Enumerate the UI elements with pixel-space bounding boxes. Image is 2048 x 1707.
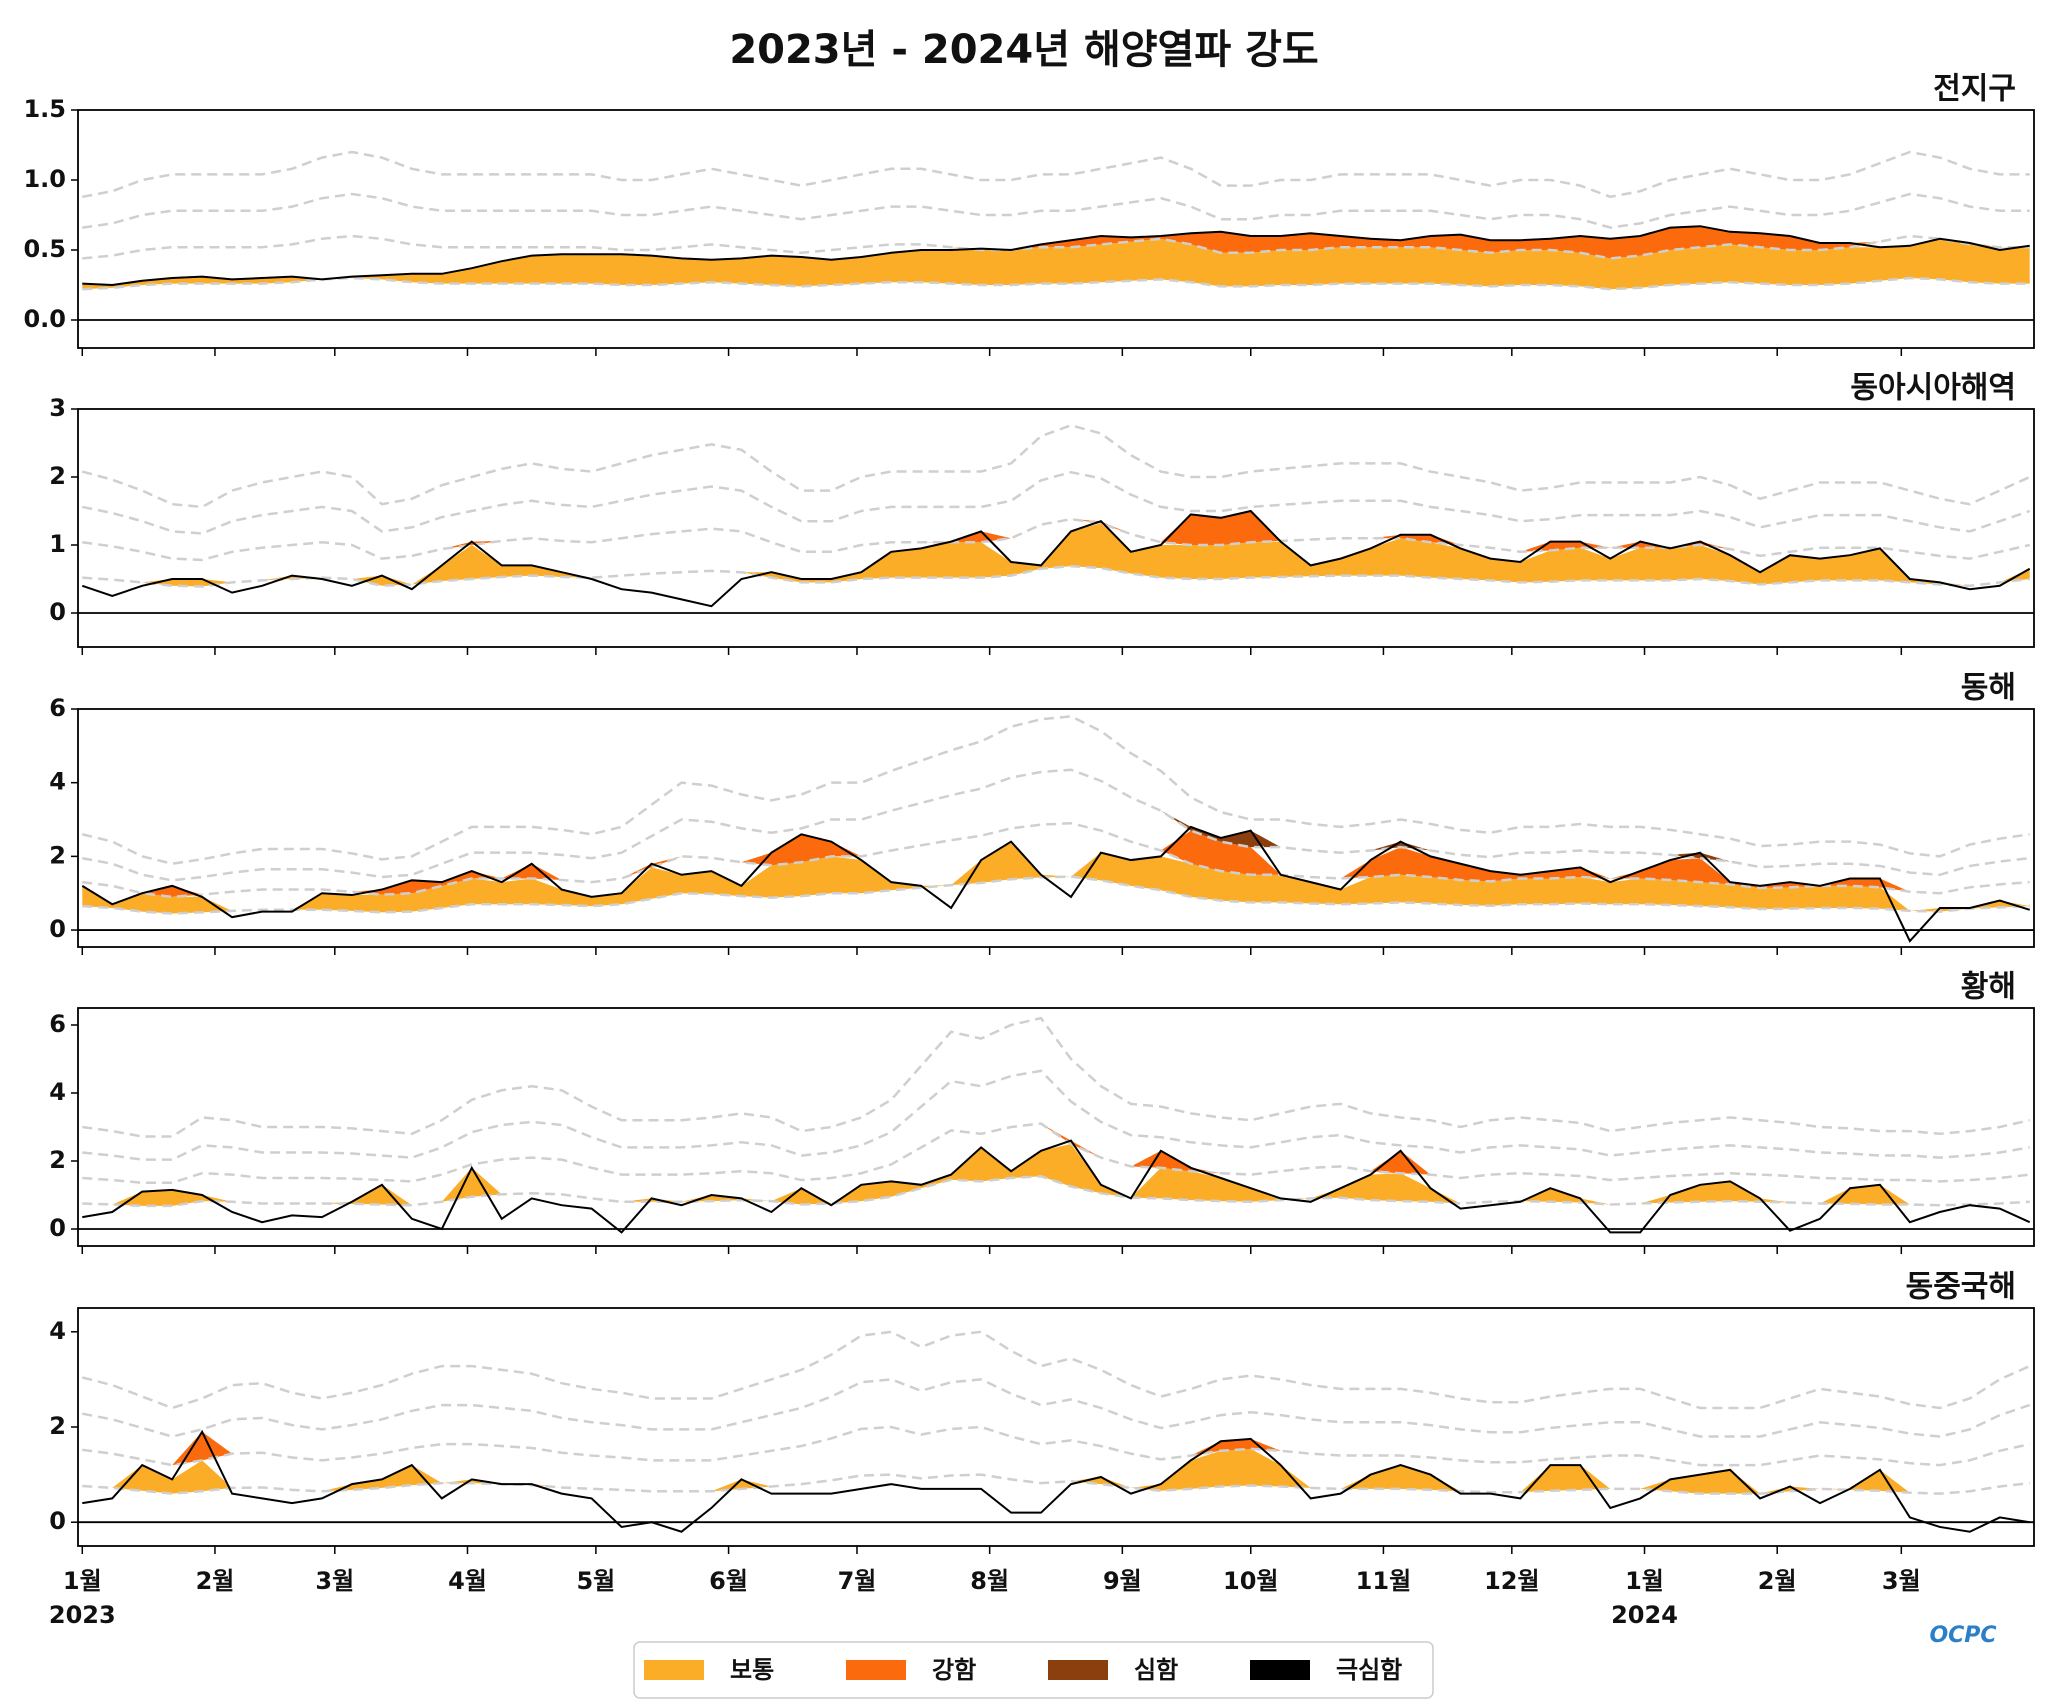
- panel-title: 전지구: [1933, 72, 2016, 107]
- panel: [78, 150, 2034, 321]
- x-tick-label: 10월: [1223, 1567, 1278, 1595]
- legend-label: 심함: [1134, 1656, 1178, 1684]
- category-fill: [82, 226, 2030, 259]
- plot-frame: [77, 408, 2035, 648]
- x-tick-label: 2월: [196, 1567, 235, 1595]
- threshold-line: [82, 1069, 2030, 1161]
- x-tick-label: 1월: [1625, 1567, 1664, 1595]
- anomaly-line: [82, 1429, 2030, 1533]
- plot-frame: [77, 708, 2035, 948]
- category-fill: [82, 841, 2030, 914]
- y-tick-label: 6: [49, 694, 66, 722]
- plot-frame: [77, 109, 2035, 349]
- legend-box: [633, 1641, 1434, 1699]
- year-label: 2024: [1611, 1601, 1678, 1629]
- logo: OCPC: [1929, 1623, 1996, 1648]
- panel-title: 동중국해: [1906, 1270, 2016, 1305]
- legend-label: 극심함: [1336, 1656, 1402, 1684]
- x-tick-label: 11월: [1356, 1567, 1411, 1595]
- threshold-line: [81, 424, 2031, 509]
- panel-title: 동해: [1961, 671, 2016, 706]
- y-tick-label: 3: [49, 394, 66, 422]
- panel: [78, 1330, 2034, 1533]
- x-tick-label: 3월: [315, 1567, 354, 1595]
- legend-swatch: [644, 1660, 704, 1680]
- threshold-line: [82, 1425, 2030, 1467]
- x-tick-label: 8월: [970, 1567, 1009, 1595]
- y-tick-label: 0: [49, 1214, 66, 1242]
- panel-title: 동아시아해역: [1850, 371, 2016, 406]
- category-fill: [82, 1144, 2030, 1206]
- category-fill: [82, 472, 2030, 534]
- x-tick-label: 12월: [1484, 1567, 1539, 1595]
- panel-title: 황해: [1961, 970, 2016, 1005]
- threshold-line: [82, 821, 2030, 899]
- threshold-line: [82, 276, 2030, 291]
- legend-swatch: [1048, 1660, 1108, 1680]
- legend-swatch: [846, 1660, 906, 1680]
- y-tick-label: 0: [49, 1507, 66, 1535]
- legend-label: 강함: [932, 1656, 976, 1684]
- category-fill: [82, 1018, 2030, 1137]
- threshold-line: [82, 1016, 2030, 1138]
- x-tick-label: 5월: [576, 1567, 615, 1595]
- panel: [78, 424, 2034, 614]
- plot-frame: [77, 1307, 2035, 1547]
- x-tick-label: 3월: [1882, 1567, 1921, 1595]
- legend-swatch: [1250, 1660, 1310, 1680]
- y-tick-label: 1.5: [23, 95, 66, 123]
- y-tick-label: 1: [49, 530, 66, 558]
- y-tick-label: 0: [49, 915, 66, 943]
- y-tick-label: 2: [49, 1146, 66, 1174]
- category-fill: [82, 1448, 2030, 1494]
- x-tick-label: 2월: [1758, 1567, 1797, 1595]
- threshold-line: [82, 150, 2030, 199]
- y-tick-label: 2: [49, 462, 66, 490]
- threshold-line: [82, 1122, 2030, 1185]
- category-fill: [82, 1331, 2030, 1408]
- threshold-line: [81, 715, 2030, 866]
- category-fill: [82, 1427, 2030, 1466]
- category-fill: [82, 152, 2030, 197]
- panel: [78, 1016, 2034, 1234]
- panel: [78, 715, 2034, 943]
- threshold-line: [82, 234, 2030, 260]
- y-tick-label: 4: [49, 768, 66, 796]
- category-fill: [82, 238, 2030, 290]
- x-tick-label: 6월: [709, 1567, 748, 1595]
- y-tick-label: 2: [49, 1412, 66, 1440]
- y-tick-label: 4: [49, 1317, 66, 1345]
- y-tick-label: 0: [49, 598, 66, 626]
- threshold-line: [82, 875, 2030, 915]
- plot-frame: [77, 1007, 2035, 1247]
- x-tick-label: 4월: [448, 1567, 487, 1595]
- y-tick-label: 6: [49, 1010, 66, 1038]
- y-tick-label: 2: [49, 841, 66, 869]
- y-tick-label: 0.5: [23, 235, 66, 263]
- x-tick-label: 9월: [1103, 1567, 1142, 1595]
- threshold-line: [82, 1175, 2030, 1208]
- y-tick-label: 4: [49, 1078, 66, 1106]
- year-label: 2023: [49, 1601, 116, 1629]
- threshold-line: [82, 470, 2031, 535]
- y-tick-label: 1.0: [23, 165, 66, 193]
- anomaly-line: [82, 1139, 2031, 1234]
- legend-label: 보통: [730, 1656, 774, 1684]
- x-tick-label: 1월: [63, 1567, 102, 1595]
- threshold-line: [82, 1378, 2031, 1438]
- y-tick-label: 0.0: [23, 305, 66, 333]
- anomaly-line: [81, 825, 2031, 943]
- x-tick-label: 7월: [838, 1567, 877, 1595]
- anomaly-line: [81, 509, 2031, 608]
- threshold-line: [82, 1473, 2030, 1495]
- threshold-line: [81, 1330, 2031, 1410]
- threshold-line: [82, 192, 2030, 229]
- anomaly-line: [82, 225, 2030, 287]
- category-fill: [82, 523, 2030, 587]
- threshold-line: [82, 564, 2030, 588]
- category-fill: [82, 425, 2030, 507]
- chart-title: 2023년 - 2024년 해양열파 강도: [729, 27, 1318, 73]
